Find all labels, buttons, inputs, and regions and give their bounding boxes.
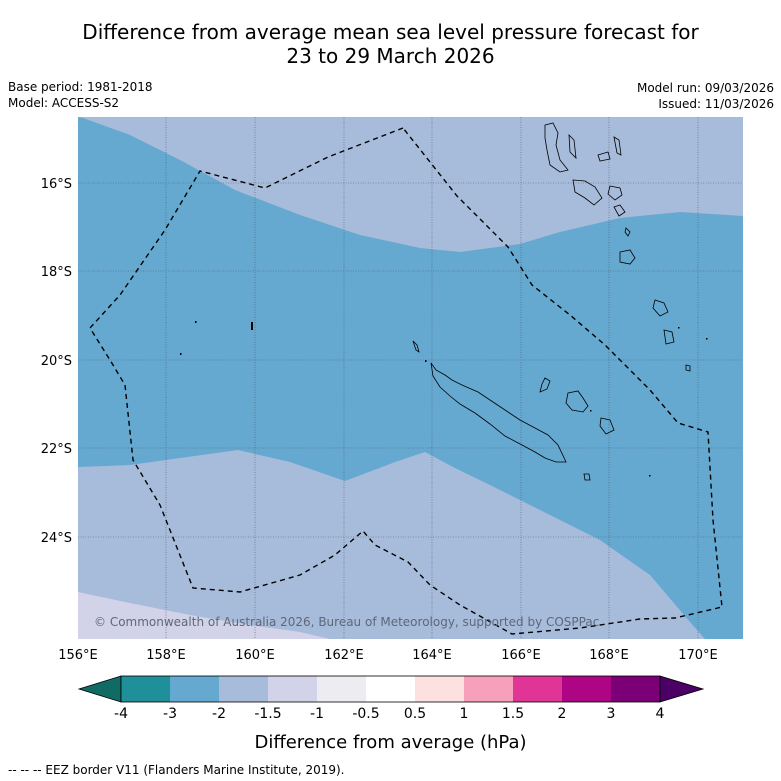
model-text: Model: ACCESS-S2 (8, 96, 120, 110)
copyright-text: © Commonwealth of Australia 2026, Bureau… (94, 615, 599, 629)
eez-footnote: -- -- -- EEZ border V11 (Flanders Marine… (8, 763, 345, 777)
lat-label: 16°S (41, 177, 72, 192)
colorbar-tick-label: -2 (212, 706, 226, 722)
lon-label: 170°E (678, 648, 718, 663)
anomaly-band-minus-1 (78, 592, 330, 639)
colorbar-outline (120, 675, 661, 703)
lon-label: 166°E (501, 648, 541, 663)
lon-label: 158°E (146, 648, 186, 663)
colorbar-swatch (366, 676, 415, 702)
small-islands (180, 321, 708, 477)
lon-label: 160°E (235, 648, 275, 663)
colorbar-tick-label: -0.5 (352, 706, 380, 722)
colorbar-extend-low (77, 675, 122, 703)
lat-label: 18°S (41, 265, 72, 280)
base-period-text: Base period: 1981-2018 (8, 80, 153, 94)
coastline-new-caledonia (412, 340, 615, 481)
colorbar-swatch (121, 676, 170, 702)
colorbar-swatch (219, 676, 268, 702)
colorbar-swatch (170, 676, 219, 702)
longitude-labels: 156°E 158°E 160°E 162°E 164°E 166°E 168°… (58, 648, 718, 663)
colorbar-extend-high (659, 675, 705, 703)
lon-label: 164°E (412, 648, 452, 663)
colorbar-tick-label: -1 (310, 706, 324, 722)
colorbar-tick-label: 3 (606, 706, 616, 722)
latitude-labels: 16°S 18°S 20°S 22°S 24°S (41, 177, 72, 546)
graticule (78, 117, 743, 639)
colorbar-swatch (268, 676, 317, 702)
colorbar-tick-label: -4 (114, 706, 128, 722)
colorbar-tick-label: 1.5 (501, 706, 525, 722)
colorbar-swatch (415, 676, 464, 702)
map-area: © Commonwealth of Australia 2026, Bureau… (78, 117, 743, 639)
colorbar-tick-label: 2 (557, 706, 567, 722)
colorbar-label: Difference from average (hPa) (254, 732, 527, 753)
colorbar-tick-label: -1.5 (254, 706, 282, 722)
map-title-line-1: Difference from average mean sea level p… (82, 20, 699, 44)
coastline-vanuatu (544, 122, 691, 372)
model-run-text: Model run: 09/03/2026 (636, 81, 774, 95)
lon-label: 168°E (589, 648, 629, 663)
colorbar (77, 675, 705, 703)
lon-label: 156°E (58, 648, 98, 663)
map-title-line-2: 23 to 29 March 2026 (286, 44, 495, 68)
colorbar-swatch (562, 676, 611, 702)
lon-label: 162°E (324, 648, 364, 663)
lat-label: 20°S (41, 354, 72, 369)
lat-label: 24°S (41, 531, 72, 546)
colorbar-swatch (611, 676, 660, 702)
colorbar-swatch (464, 676, 513, 702)
colorbar-tick-label: -3 (163, 706, 177, 722)
colorbar-swatch (513, 676, 562, 702)
colorbar-tick-label: 0.5 (403, 706, 427, 722)
colorbar-swatch (317, 676, 366, 702)
issued-text: Issued: 11/03/2026 (658, 97, 774, 111)
eez-border (89, 127, 723, 635)
anomaly-band-minus-2 (78, 117, 743, 639)
colorbar-tick-label: 4 (655, 706, 665, 722)
lat-label: 22°S (41, 442, 72, 457)
colorbar-tick-label: 1 (459, 706, 469, 722)
